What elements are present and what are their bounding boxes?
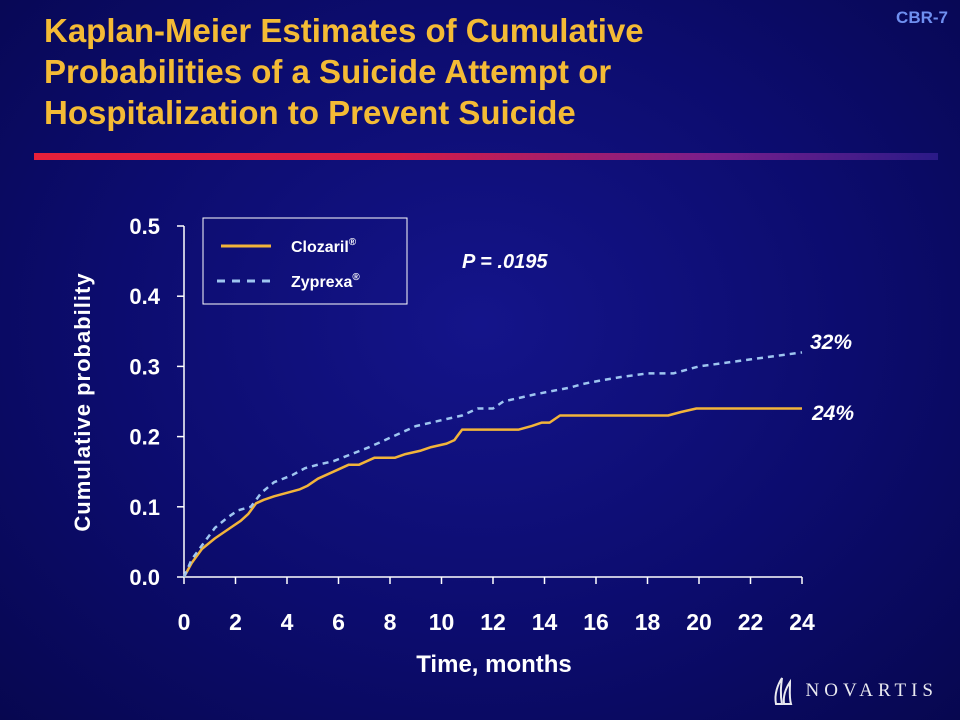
x-tick-label: 18: [635, 609, 661, 635]
x-tick-label: 14: [532, 609, 558, 635]
x-axis-title: Time, months: [416, 651, 572, 678]
title-line-1: Kaplan-Meier Estimates of Cumulative: [44, 12, 644, 49]
x-tick-label: 16: [583, 609, 609, 635]
axes: 0.00.10.20.30.40.50 2 4 6 8 10 12 14 16 18 20 22 24: [129, 214, 815, 635]
x-tick-label: 4: [281, 609, 294, 635]
title-line-2: Probabilities of a Suicide Attempt or: [44, 53, 612, 90]
x-tick-label: 2: [229, 609, 242, 635]
legend-label-zyprexa-reg: ®: [352, 272, 360, 283]
legend-label-zyprexa: Zyprexa®: [291, 272, 360, 291]
legend-label-clozaril-reg: ®: [349, 237, 357, 248]
title-line-3: Hospitalization to Prevent Suicide: [44, 94, 576, 131]
series-line-clozaril: [182, 407, 802, 578]
y-tick-label: 0.3: [129, 354, 160, 379]
y-tick-label: 0.1: [129, 495, 160, 520]
series-lines: [182, 351, 803, 578]
title-underline-bar: [34, 153, 938, 160]
novartis-logo: NOVARTIS: [772, 674, 938, 708]
end-label-zyprexa: 32%: [810, 331, 852, 354]
x-tick-label: 6: [332, 609, 345, 635]
legend-label-zyprexa-name: Zyprexa: [291, 274, 352, 291]
legend-box: [202, 217, 408, 305]
legend-label-clozaril-name: Clozaril: [291, 239, 349, 256]
slide-title: Kaplan-Meier Estimates of Cumulative Pro…: [44, 10, 864, 133]
novartis-wordmark: NOVARTIS: [805, 680, 938, 701]
y-tick-label: 0.5: [129, 214, 160, 239]
p-value-annotation: P = .0195: [462, 251, 548, 273]
slide-number: CBR-7: [896, 8, 948, 27]
x-tick-label: 0: [178, 609, 191, 635]
novartis-flame-icon: [774, 677, 792, 705]
y-tick-label: 0.2: [129, 425, 160, 450]
y-tick-label: 0.0: [129, 565, 160, 590]
series-line-zyprexa: [182, 351, 803, 578]
y-axis-title: Cumulative probability: [70, 272, 95, 531]
y-tick-label: 0.4: [129, 284, 160, 309]
end-label-clozaril: 24%: [811, 402, 854, 425]
x-tick-label: 24: [789, 609, 815, 635]
x-tick-label: 12: [480, 609, 506, 635]
x-tick-label: 22: [738, 609, 764, 635]
x-tick-label: 10: [429, 609, 455, 635]
x-tick-label: 20: [686, 609, 712, 635]
legend: Clozaril® Zyprexa®: [202, 217, 408, 305]
x-tick-label: 8: [384, 609, 397, 635]
legend-label-clozaril: Clozaril®: [291, 237, 357, 256]
